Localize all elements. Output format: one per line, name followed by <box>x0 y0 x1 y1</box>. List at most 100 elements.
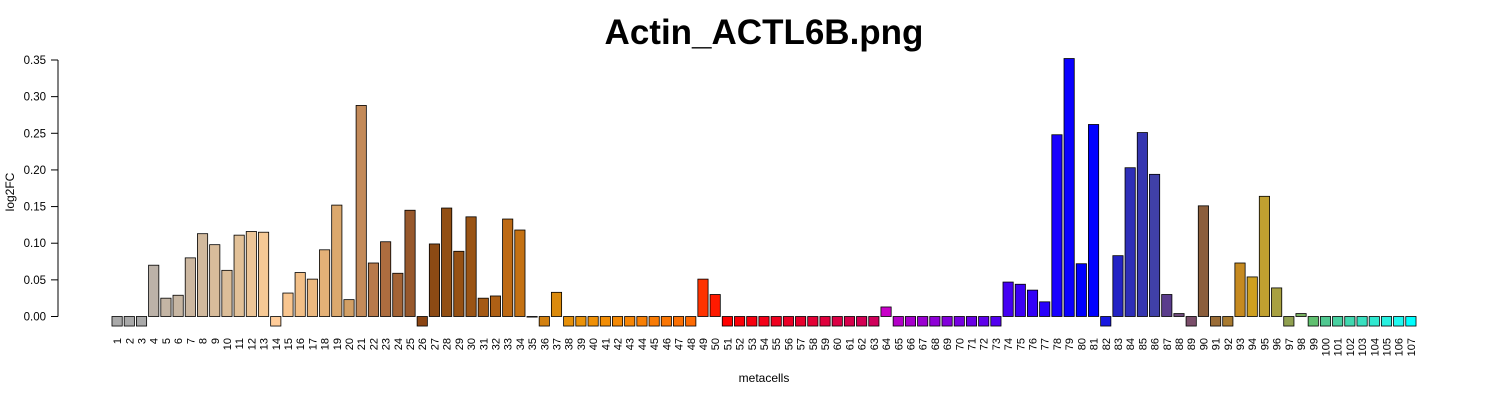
y-tick-label: 0.15 <box>24 202 46 214</box>
bar-47 <box>673 316 685 327</box>
bar-29 <box>453 250 465 317</box>
bar-93 <box>1234 262 1246 317</box>
bar-89 <box>1185 316 1197 327</box>
x-tick-label-107: 107 <box>1406 338 1418 356</box>
bar-94 <box>1246 276 1258 317</box>
bar-27 <box>428 243 440 317</box>
bar-90 <box>1197 205 1209 317</box>
x-tick-label-28: 28 <box>442 338 454 350</box>
x-tick-label-21: 21 <box>356 338 368 350</box>
x-tick-label-30: 30 <box>466 338 478 350</box>
bar-64 <box>880 306 892 317</box>
x-tick-label-77: 77 <box>1040 338 1052 350</box>
x-tick-label-90: 90 <box>1198 338 1210 350</box>
x-tick-label-11: 11 <box>234 338 246 349</box>
bar-36 <box>538 316 550 327</box>
x-tick-label-99: 99 <box>1308 338 1320 350</box>
y-axis: 0.00 0.05 0.10 0.15 0.20 0.25 0.30 0.35 <box>24 55 59 324</box>
bar-41 <box>599 316 611 327</box>
bar-33 <box>502 218 514 317</box>
bar-51 <box>721 316 733 327</box>
bar-92 <box>1222 316 1234 327</box>
bar-72 <box>978 316 990 327</box>
x-tick-label-55: 55 <box>771 338 783 350</box>
x-tick-label-54: 54 <box>759 338 771 350</box>
x-tick-label-79: 79 <box>1064 338 1076 350</box>
x-tick-label-3: 3 <box>137 338 149 344</box>
bar-38 <box>563 316 575 327</box>
x-tick-label-80: 80 <box>1076 338 1088 350</box>
x-tick-label-41: 41 <box>600 338 612 350</box>
bar-52 <box>734 316 746 327</box>
x-tick-label-36: 36 <box>539 338 551 350</box>
x-tick-label-20: 20 <box>344 338 356 350</box>
x-tick-label-95: 95 <box>1259 338 1271 350</box>
bar-75 <box>1014 283 1026 317</box>
bar-8 <box>197 233 209 317</box>
bar-35 <box>526 316 538 318</box>
x-tick-label-23: 23 <box>381 338 393 350</box>
bar-4 <box>148 264 160 317</box>
bar-58 <box>807 316 819 327</box>
bar-16 <box>294 272 306 317</box>
x-tick-label-13: 13 <box>259 338 271 350</box>
bar-95 <box>1258 195 1270 317</box>
bar-25 <box>404 209 416 317</box>
bar-22 <box>367 262 379 317</box>
x-tick-label-52: 52 <box>735 338 747 350</box>
x-tick-label-103: 103 <box>1357 338 1369 356</box>
bar-43 <box>624 316 636 327</box>
y-tick-label: 0.20 <box>24 165 46 177</box>
x-tick-label-65: 65 <box>893 338 905 350</box>
bar-48 <box>685 316 697 327</box>
x-tick-label-106: 106 <box>1394 338 1406 356</box>
bar-66 <box>904 316 916 327</box>
x-tick-label-83: 83 <box>1113 338 1125 350</box>
bar-17 <box>306 278 318 317</box>
bar-103 <box>1356 316 1368 327</box>
x-tick-label-69: 69 <box>942 338 954 350</box>
x-tick-label-49: 49 <box>698 338 710 350</box>
x-tick-label-68: 68 <box>930 338 942 350</box>
bar-11 <box>233 234 245 317</box>
x-tick-label-74: 74 <box>1003 338 1015 350</box>
bar-74 <box>1002 281 1014 317</box>
bar-6 <box>172 294 184 317</box>
x-tick-label-75: 75 <box>1015 338 1027 350</box>
bar-9 <box>209 244 221 317</box>
bar-12 <box>245 231 257 317</box>
bar-88 <box>1173 313 1185 317</box>
bar-77 <box>1039 301 1051 317</box>
x-tick-label-73: 73 <box>991 338 1003 350</box>
x-tick-label-37: 37 <box>552 338 564 350</box>
x-tick-label-81: 81 <box>1089 338 1101 350</box>
x-tick-label-26: 26 <box>417 338 429 350</box>
bar-63 <box>868 316 880 327</box>
bar-24 <box>392 272 404 317</box>
y-tick-label: 0.10 <box>24 238 46 250</box>
bar-45 <box>648 316 660 327</box>
bar-31 <box>477 297 489 317</box>
x-tick-label-19: 19 <box>332 338 344 350</box>
x-tick-label-66: 66 <box>905 338 917 350</box>
x-tick-label-31: 31 <box>478 338 490 350</box>
x-tick-label-102: 102 <box>1345 338 1357 356</box>
x-tick-label-7: 7 <box>185 338 197 344</box>
bar-65 <box>892 316 904 327</box>
y-axis-label: log2FC <box>3 172 17 211</box>
x-axis-label: metacells <box>739 371 790 385</box>
x-tick-label-29: 29 <box>454 338 466 350</box>
chart-title: Actin_ACTL6B.png <box>605 13 924 52</box>
x-tick-label-38: 38 <box>564 338 576 350</box>
x-tick-label-44: 44 <box>637 338 649 350</box>
x-tick-label-50: 50 <box>710 338 722 350</box>
x-tick-label-97: 97 <box>1284 338 1296 350</box>
bar-99 <box>1307 316 1319 327</box>
x-tick-label-62: 62 <box>857 338 869 350</box>
x-tick-label-4: 4 <box>149 338 161 344</box>
bar-67 <box>917 316 929 327</box>
x-tick-label-6: 6 <box>173 338 185 344</box>
x-tick-label-46: 46 <box>661 338 673 350</box>
y-tick-label: 0.05 <box>24 275 46 287</box>
bar-13 <box>258 231 270 317</box>
